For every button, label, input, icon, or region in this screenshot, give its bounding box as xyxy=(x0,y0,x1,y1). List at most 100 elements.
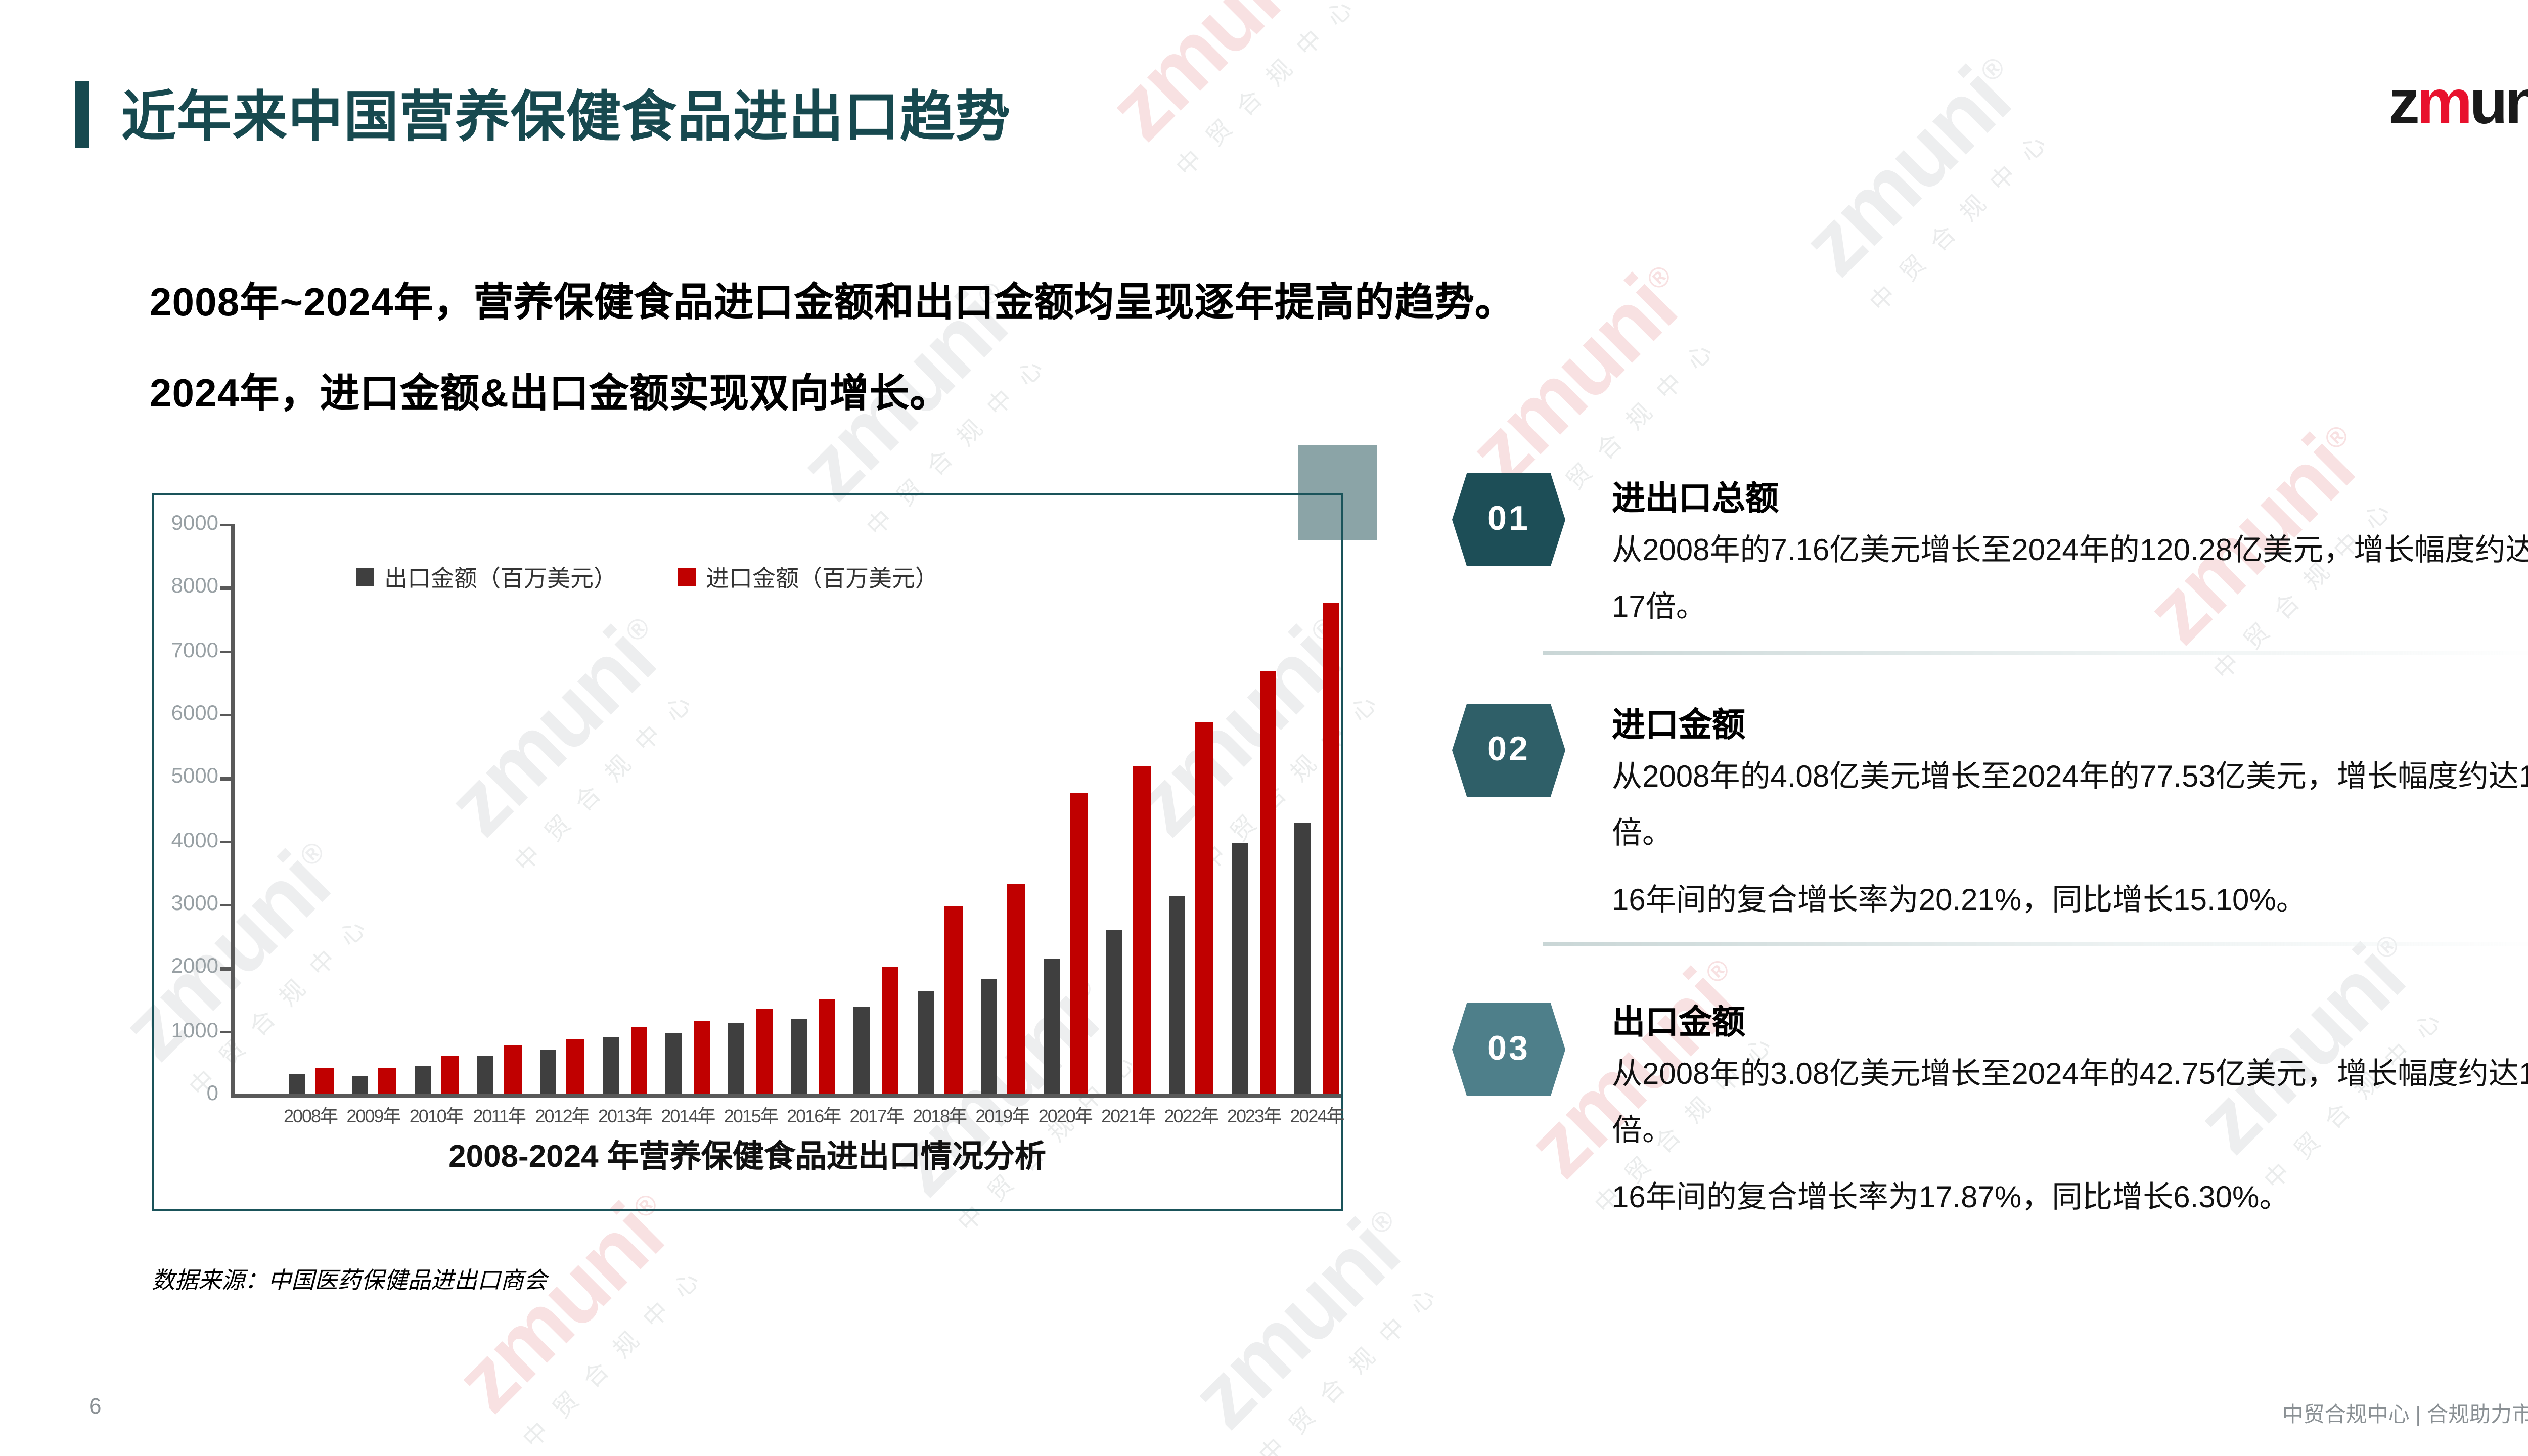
x-tick-label: 2017年 xyxy=(849,1106,905,1126)
legend-label: 出口金额（百万美元） xyxy=(384,568,617,593)
watermark-cn: 中贸合规中心 xyxy=(1170,0,1371,181)
data-source: 数据来源：中国医药保健品进出口商会 xyxy=(152,1270,547,1294)
x-tick-label: 2021年 xyxy=(1101,1106,1156,1126)
bar-import-2024 xyxy=(1322,603,1339,1094)
x-tick-label: 2019年 xyxy=(975,1106,1030,1126)
logo-letters-un: un xyxy=(2469,67,2528,138)
intro-line-1: 2008年~2024年，营养保健食品进口金额和出口金额均呈现逐年提高的趋势。 xyxy=(150,281,1515,326)
x-axis xyxy=(231,1094,1341,1098)
bar-export-2014 xyxy=(665,1032,682,1094)
badge-number: 01 xyxy=(1487,499,1530,538)
divider xyxy=(1543,651,2528,655)
legend-swatch-icon xyxy=(356,568,374,586)
bar-export-2021 xyxy=(1106,931,1122,1094)
y-tick xyxy=(220,587,231,590)
badge-number: 03 xyxy=(1487,1029,1530,1068)
highlight-text-02: 从2008年的4.08亿美元增长至2024年的77.53亿美元，增长幅度约达19… xyxy=(1612,750,2528,940)
y-tick xyxy=(220,1030,231,1034)
page-title: 近年来中国营养保健食品进出口趋势 xyxy=(121,87,1011,148)
y-tick-label: 2000 xyxy=(171,955,218,980)
watermark-cn: 中贸合规中心 xyxy=(1253,1269,1454,1456)
chart-caption: 2008-2024 年营养保健食品进出口情况分析 xyxy=(448,1141,1046,1175)
registered-mark-icon: ® xyxy=(1973,51,2010,88)
x-tick-label: 2010年 xyxy=(409,1106,464,1126)
divider xyxy=(1543,942,2528,946)
bar-import-2023 xyxy=(1259,671,1276,1094)
watermark-brand: zmuni® xyxy=(1090,0,1335,159)
bar-import-2015 xyxy=(755,1009,773,1094)
bar-import-2017 xyxy=(881,967,899,1094)
legend-label: 进口金额（百万美元） xyxy=(706,568,938,593)
highlight-line: 从2008年的7.16亿美元增长至2024年的120.28亿美元，增长幅度约达1… xyxy=(1612,534,2528,625)
bar-export-2018 xyxy=(917,990,933,1094)
y-tick-label: 7000 xyxy=(171,638,218,663)
x-tick-label: 2015年 xyxy=(724,1106,779,1126)
x-tick-label: 2024年 xyxy=(1290,1106,1344,1126)
highlight-title-01: 进出口总额 xyxy=(1612,481,1779,518)
x-tick-label: 2014年 xyxy=(661,1106,715,1126)
bar-export-2020 xyxy=(1043,959,1059,1094)
highlight-badge-03: 03 xyxy=(1452,1003,1565,1096)
watermark-brand: zmuni® xyxy=(1784,50,2029,295)
bar-export-2024 xyxy=(1294,823,1311,1094)
x-tick-label: 2022年 xyxy=(1164,1106,1219,1126)
y-tick-label: 8000 xyxy=(171,575,218,600)
registered-mark-icon: ® xyxy=(1698,953,1735,990)
bar-export-2017 xyxy=(854,1008,871,1094)
footer-text: 中贸合规中心 | 合规助力市场 xyxy=(2282,1403,2528,1428)
y-tick xyxy=(220,524,231,527)
intro-text: 2008年~2024年，营养保健食品进口金额和出口金额均呈现逐年提高的趋势。 2… xyxy=(150,259,1515,441)
x-tick-label: 2016年 xyxy=(787,1106,841,1126)
y-tick-label: 0 xyxy=(206,1082,218,1106)
bar-export-2022 xyxy=(1168,895,1185,1094)
bar-export-2016 xyxy=(791,1018,808,1094)
y-axis xyxy=(231,524,234,1094)
y-tick-label: 5000 xyxy=(171,765,218,790)
x-tick-label: 2018年 xyxy=(912,1106,967,1126)
bar-import-2009 xyxy=(378,1068,396,1094)
highlight-title-02: 进口金额 xyxy=(1612,708,1745,744)
logo-letter-m: m xyxy=(2417,67,2472,138)
bar-export-2009 xyxy=(351,1075,368,1094)
watermark-cn: 中贸合规中心 xyxy=(517,1253,717,1453)
registered-mark-icon: ® xyxy=(2317,419,2354,456)
bar-export-2008 xyxy=(288,1074,304,1094)
bar-import-2012 xyxy=(567,1040,584,1094)
bar-import-2022 xyxy=(1196,721,1213,1094)
bar-import-2020 xyxy=(1070,792,1088,1094)
legend-item: 进口金额（百万美元） xyxy=(678,562,938,595)
title-accent-bar xyxy=(75,81,89,148)
y-tick-label: 3000 xyxy=(171,892,218,916)
bar-import-2008 xyxy=(315,1068,333,1094)
bar-export-2010 xyxy=(414,1066,430,1094)
bar-export-2019 xyxy=(980,978,997,1094)
highlight-line: 从2008年的3.08亿美元增长至2024年的42.75亿美元，增长幅度约达14… xyxy=(1612,1058,2528,1149)
bar-import-2011 xyxy=(504,1045,522,1094)
watermark: zmuni®中贸合规中心 xyxy=(1716,0,2216,469)
y-tick-label: 4000 xyxy=(171,828,218,853)
highlight-badge-01: 01 xyxy=(1452,473,1565,566)
y-tick xyxy=(220,714,231,717)
legend-item: 出口金额（百万美元） xyxy=(356,562,617,595)
legend-swatch-icon xyxy=(678,568,696,586)
y-tick xyxy=(220,777,231,780)
y-tick xyxy=(220,904,231,907)
x-tick-label: 2011年 xyxy=(473,1106,526,1126)
bar-import-2018 xyxy=(944,905,962,1094)
y-tick xyxy=(220,650,231,654)
bar-import-2014 xyxy=(693,1021,710,1094)
x-tick-label: 2008年 xyxy=(283,1106,338,1126)
page-number: 6 xyxy=(89,1395,102,1420)
x-tick-label: 2012年 xyxy=(535,1106,590,1126)
highlight-line: 16年间的复合增长率为17.87%，同比增长6.30%。 xyxy=(1612,1181,2290,1215)
bar-export-2011 xyxy=(477,1055,493,1094)
chart-corner-square xyxy=(1298,445,1377,540)
intro-line-2: 2024年，进口金额&出口金额实现双向增长。 xyxy=(150,372,950,417)
bar-import-2019 xyxy=(1007,883,1025,1094)
x-tick-label: 2009年 xyxy=(346,1106,401,1126)
bar-import-2010 xyxy=(441,1055,459,1094)
bar-export-2013 xyxy=(603,1037,619,1094)
bar-export-2023 xyxy=(1232,843,1248,1094)
highlight-title-03: 出口金额 xyxy=(1612,1005,1745,1041)
